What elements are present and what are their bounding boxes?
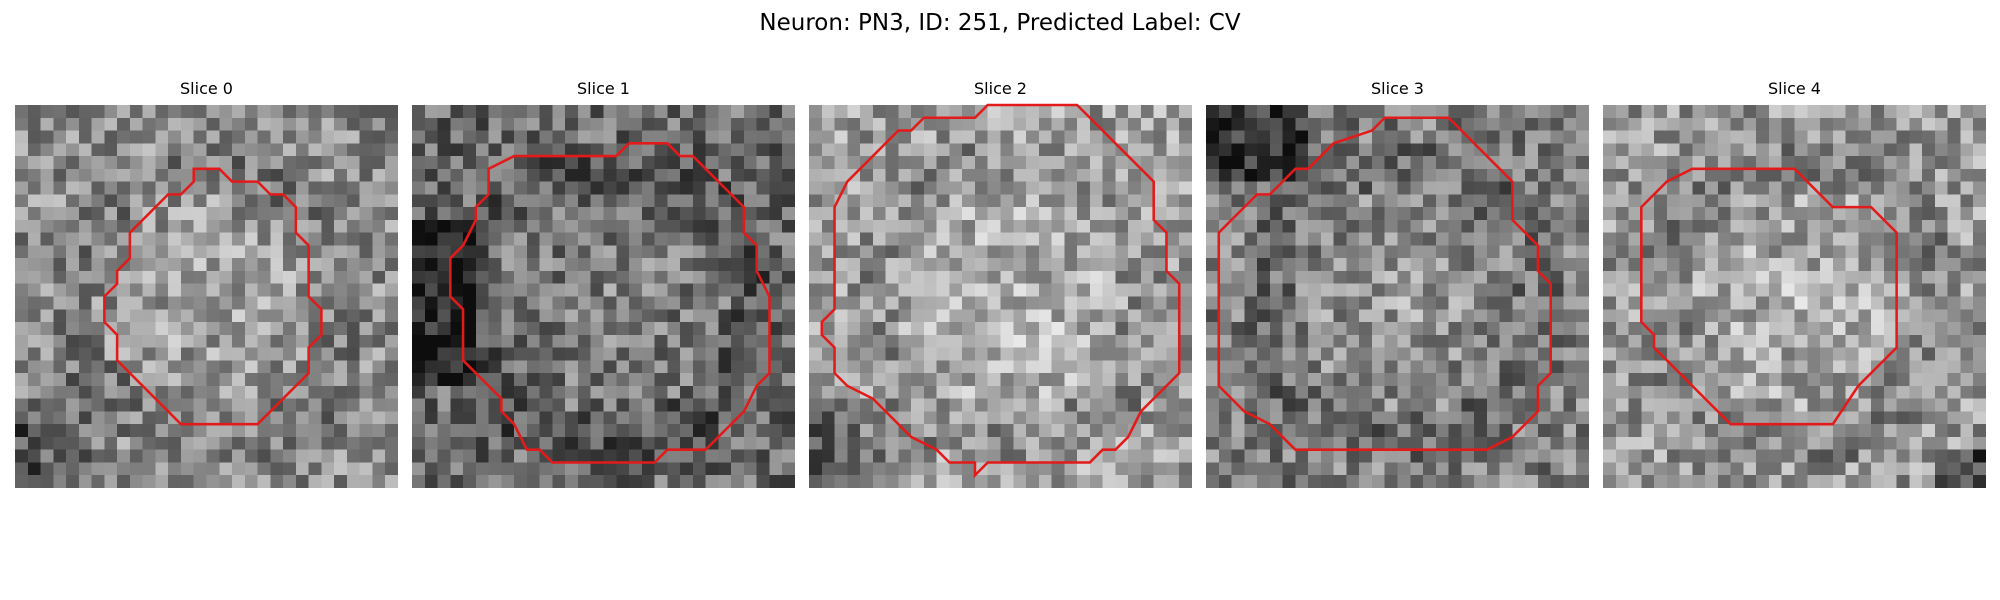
slice-0-contour [103,167,323,426]
slice-title-0: Slice 0 [180,79,233,98]
slice-0-contour-layer [103,167,323,426]
slice-image-2 [809,103,1192,488]
slice-panel-1: Slice 1 [412,79,795,488]
slice-panel-0: Slice 0 [15,79,398,488]
slice-panel-3: Slice 3 [1206,79,1589,488]
slice-panel-2: Slice 2 [809,79,1192,488]
figure-title: Neuron: PN3, ID: 251, Predicted Label: C… [759,10,1241,36]
slice-image-0 [15,105,398,488]
slice-3-contour [1217,116,1552,451]
slice-title-4: Slice 4 [1768,79,1821,98]
slice-title-2: Slice 2 [974,79,1027,98]
slice-4-contour [1640,167,1898,426]
slice-1-contour-layer [449,142,771,464]
slice-title-3: Slice 3 [1371,79,1424,98]
slice-2-contour-layer [820,103,1181,479]
slice-image-3 [1206,105,1589,488]
slice-image-1 [412,105,795,488]
slice-image-4 [1603,105,1986,488]
slice-panel-4: Slice 4 [1603,79,1986,488]
slice-2-pixels [809,105,1192,488]
slice-1-contour [449,142,771,464]
slice-2-contour [820,103,1181,479]
slice-title-1: Slice 1 [577,79,630,98]
slice-3-contour-layer [1217,116,1552,451]
slice-4-contour-layer [1640,167,1898,426]
